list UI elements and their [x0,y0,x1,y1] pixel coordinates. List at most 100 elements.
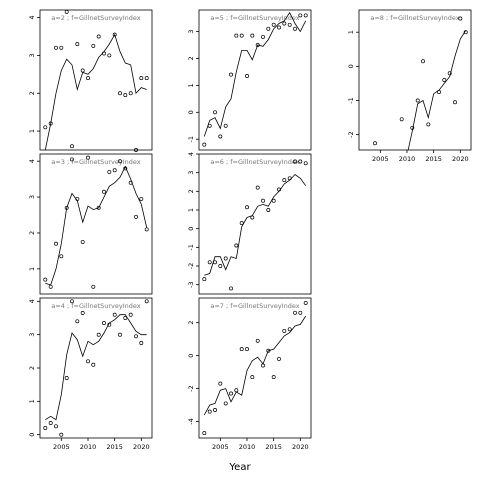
data-point [123,316,128,320]
data-point [64,9,69,14]
data-point [43,125,48,130]
y-tick-label: 0 [187,110,195,114]
fitted-line [44,33,147,150]
y-tick-label: -2 [187,385,195,391]
y-tick-label: -1 [187,244,195,250]
y-tick-label: 3 [187,29,195,33]
data-point [48,421,53,425]
panel-frame [198,9,312,151]
data-point [123,93,128,98]
data-point [255,338,260,343]
x-tick-label: 2020 [292,443,309,451]
data-point [64,205,69,210]
data-point [202,277,207,282]
x-tick-label: 2005 [53,443,70,451]
data-point [96,332,101,337]
panel-6: a=7 ; f=GillnetSurveyIndex -4 -2 0 2 2005 2010… [187,297,312,451]
y-tick-label: 0 [347,64,355,68]
data-point [118,159,122,164]
data-point [207,260,212,265]
panel-title: a=8 ; f=GillnetSurveyIndex [370,14,459,22]
data-point [70,299,74,304]
data-point [54,241,58,246]
data-point [234,33,239,38]
x-tick-label: 2015 [425,155,442,163]
data-point [139,196,144,201]
data-point [218,381,223,386]
y-tick-label: 0 [187,227,195,231]
data-point [102,189,106,194]
data-point [303,300,308,305]
panel-3: a=4 ; f=GillnetSurveyIndex 0 1 2 3 4 2005 2010 2… [28,297,153,451]
data-point [229,72,233,77]
panel-frame [198,297,312,439]
data-point [128,180,133,185]
panel-title: a=6 ; f=GillnetSurveyIndex [210,158,299,166]
data-point [96,205,101,210]
data-point [54,424,58,429]
data-point [218,264,223,268]
data-point [80,311,85,315]
data-point [271,375,276,380]
y-tick-label: -2 [347,131,355,137]
data-point [91,284,96,289]
data-point [287,176,292,181]
x-tick-label: 2020 [133,443,150,451]
data-point [245,347,249,352]
data-point [75,319,80,324]
fitted-line [45,165,148,286]
panel-title: a=5 ; f=GillnetSurveyIndex [210,14,299,22]
y-tick-label: 3 [28,333,36,337]
y-tick-label: 1 [28,399,36,403]
data-point [282,178,287,183]
data-point [229,286,233,291]
data-point [48,121,53,126]
panel-frame [39,153,153,295]
data-point [102,321,106,325]
y-tick-label: 3 [28,195,36,199]
data-point [399,117,404,122]
data-point [245,74,249,78]
data-point [134,334,138,339]
data-point [303,13,308,18]
x-tick-label: 2020 [452,155,469,163]
y-tick-label: -4 [187,418,195,424]
y-tick-label: 2 [187,189,195,193]
x-tick-label: 2015 [265,443,282,451]
data-point [207,123,212,128]
data-point [255,43,260,47]
data-point [223,401,228,406]
data-point [80,239,85,244]
data-point [59,432,64,437]
x-tick-label: 2005 [212,443,229,451]
data-point [139,76,144,81]
data-point [426,122,431,127]
data-point [277,356,281,361]
data-point [144,227,149,232]
data-point [86,76,90,81]
y-tick-label: 2 [28,366,36,370]
data-point [223,123,228,128]
data-point [70,157,74,162]
y-tick-label: 3 [28,53,36,57]
data-point [250,375,255,380]
data-point [255,185,260,190]
y-tick-label: 2 [28,91,36,95]
data-point [86,155,90,160]
x-axis-title: Year [228,462,251,473]
panel-frame [39,9,153,151]
data-point [213,110,217,115]
data-point [128,312,133,317]
y-tick-label: 1 [187,208,195,212]
y-tick-label: 0 [187,354,195,358]
panel-title: a=4 ; f=GillnetSurveyIndex [51,302,140,310]
data-point [54,45,58,50]
data-point [463,30,468,35]
data-point [207,409,212,414]
data-point [112,312,117,317]
data-point [239,347,244,352]
data-point [282,328,287,333]
fitted-line [203,315,307,416]
y-tick-label: 4 [28,159,36,163]
panel-frame [198,153,312,295]
